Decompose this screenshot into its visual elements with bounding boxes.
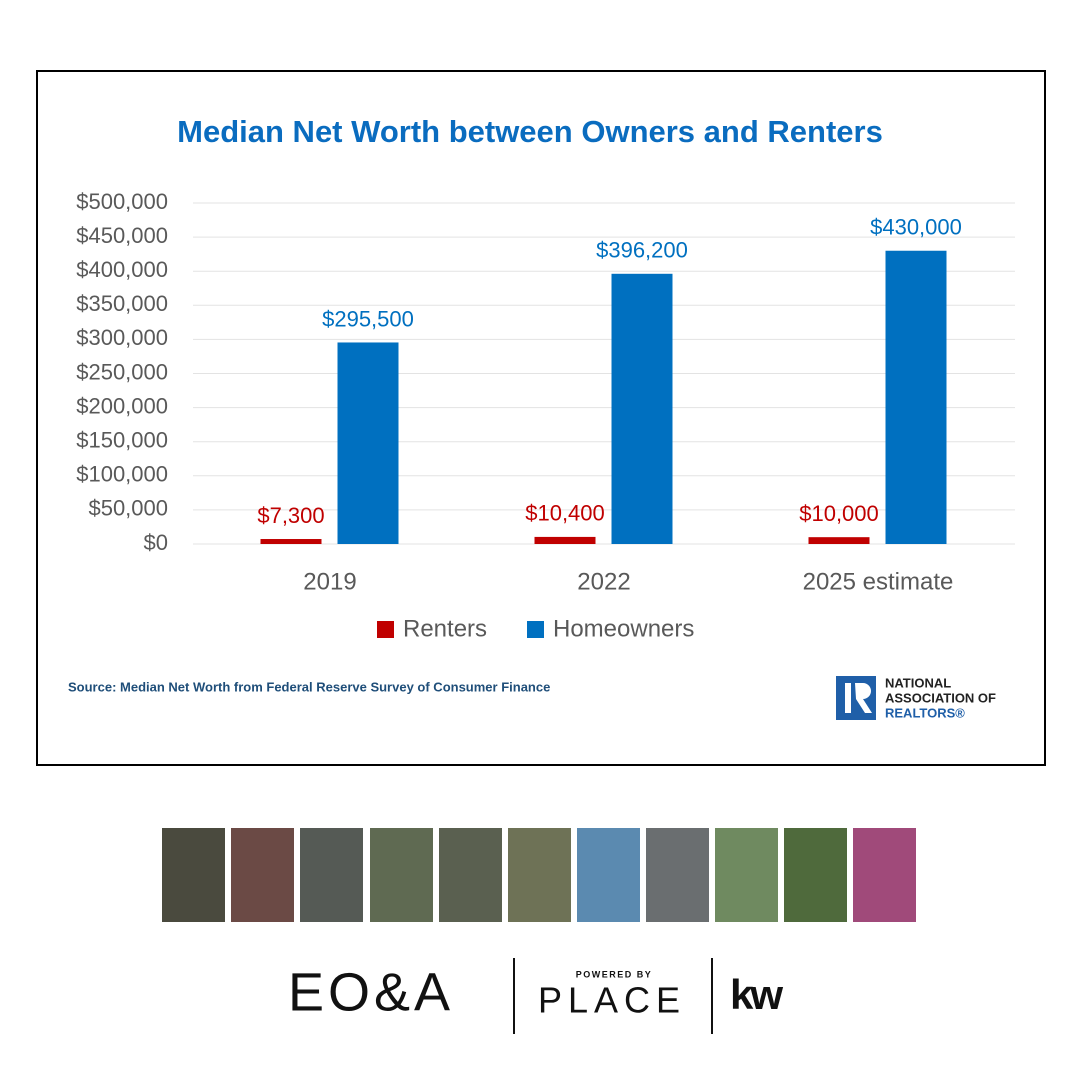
logo-text: ASSOCIATION OF (885, 690, 996, 705)
x-tick-label: 2022 (577, 568, 630, 595)
photo (370, 828, 433, 922)
photo (162, 828, 225, 922)
photo (508, 828, 571, 922)
y-tick-label: $300,000 (76, 325, 168, 350)
legend-label: Renters (403, 615, 487, 642)
legend-swatch (377, 621, 394, 638)
logo-shape (845, 683, 851, 713)
y-tick-label: $250,000 (76, 359, 168, 384)
photo (231, 828, 294, 922)
photo (715, 828, 778, 922)
y-tick-label: $450,000 (76, 223, 168, 248)
y-tick-label: $100,000 (76, 462, 168, 487)
photo (646, 828, 709, 922)
logo-text: NATIONAL (885, 675, 951, 690)
value-label: $10,400 (525, 501, 605, 526)
bar (885, 250, 947, 545)
brand: EO&A (288, 962, 454, 1022)
photo (439, 828, 502, 922)
legend-label: Homeowners (553, 615, 694, 642)
photo (577, 828, 640, 922)
nar-logo: NATIONAL ASSOCIATION OF REALTORS® (836, 675, 996, 720)
bar (611, 273, 673, 544)
y-tick-label: $0 (144, 530, 168, 555)
bar (260, 539, 322, 544)
photo (853, 828, 916, 922)
y-tick-label: $400,000 (76, 257, 168, 282)
source: Source: Median Net Worth from Federal Re… (68, 679, 550, 694)
bar (534, 536, 596, 544)
logo-text: REALTORS® (885, 705, 965, 720)
x-tick-label: 2019 (303, 568, 356, 595)
chart-title: Median Net Worth between Owners and Rent… (177, 114, 883, 149)
y-tick-label: $500,000 (76, 189, 168, 214)
value-label: $295,500 (322, 306, 414, 331)
brand-footer: EO&A POWERED BY PLACE kw (288, 958, 786, 1034)
y-tick-label: $50,000 (88, 496, 168, 521)
value-label: $430,000 (870, 215, 962, 240)
value-label: $7,300 (257, 503, 324, 528)
value-label: $10,000 (799, 501, 879, 526)
logo-shape (855, 683, 872, 713)
bar (337, 342, 399, 544)
kw-logo: kw (730, 971, 783, 1018)
y-tick-label: $350,000 (76, 291, 168, 316)
value-label: $396,200 (596, 238, 688, 263)
x-tick-label: 2025 estimate (803, 568, 954, 595)
photo (784, 828, 847, 922)
y-tick-label: $150,000 (76, 428, 168, 453)
legend-swatch (527, 621, 544, 638)
bar (808, 537, 870, 544)
place: PLACE (538, 980, 686, 1021)
powered-by: POWERED BY (576, 969, 653, 979)
photo (300, 828, 363, 922)
team-photos (162, 828, 916, 922)
chart-frame (36, 70, 1046, 766)
y-tick-label: $200,000 (76, 393, 168, 418)
